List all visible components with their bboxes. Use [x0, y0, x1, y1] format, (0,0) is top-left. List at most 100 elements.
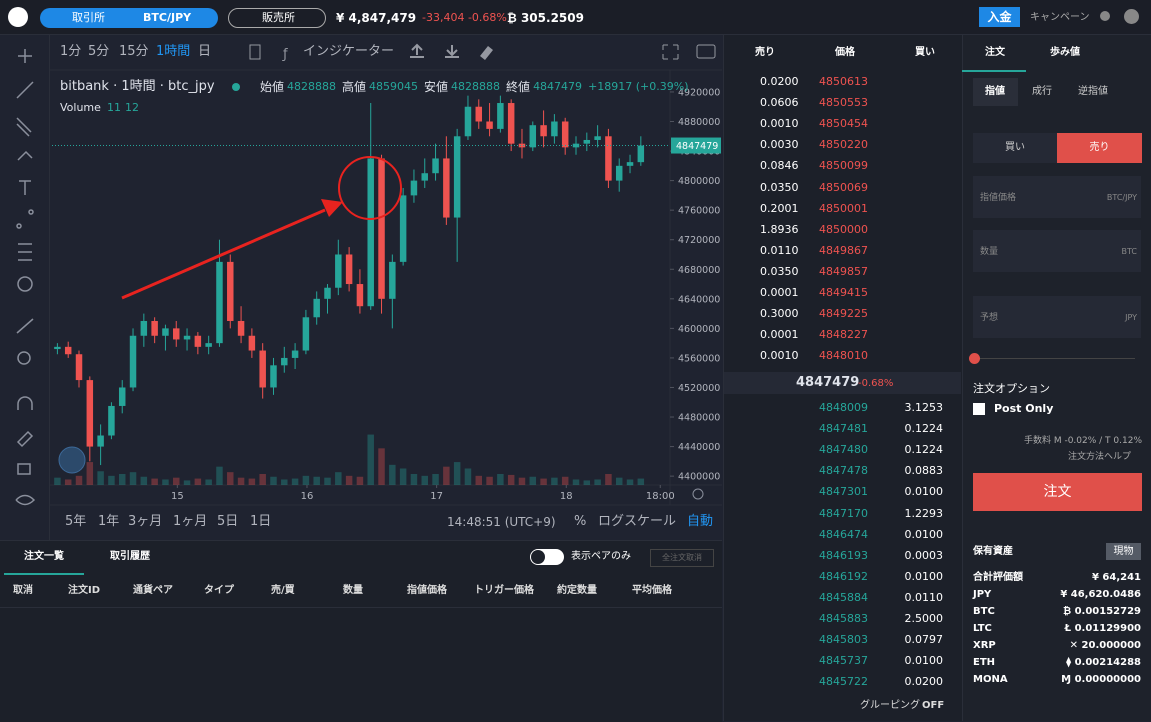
interval-button[interactable]: 1分: [60, 44, 82, 59]
ohlc-legend: 始値 4828888 高値 4859045 安値 4828888 終値 4847479 +189…: [260, 79, 689, 95]
asset-value: ¥ 46,620.0486: [1060, 589, 1141, 600]
orders-panel: [0, 540, 722, 722]
candle-body: [518, 143, 526, 148]
x-tick-label: 16: [301, 491, 314, 502]
chart-title: bitbank · 1時間 · btc_jpy: [60, 79, 215, 94]
bid-price: 4847481: [819, 422, 868, 436]
post-only-label[interactable]: Post Only: [994, 402, 1054, 415]
range-button[interactable]: 1ヶ月: [173, 514, 208, 529]
ask-size: 0.0010: [760, 349, 799, 363]
auto-toggle[interactable]: 自動: [687, 514, 714, 529]
logo[interactable]: [8, 7, 28, 27]
volume-bar: [389, 464, 396, 485]
bid-price: 4846474: [819, 527, 868, 541]
candle-body: [464, 106, 472, 137]
volume-bar: [64, 479, 72, 485]
deposit-button[interactable]: 入金: [979, 7, 1020, 27]
submit-button[interactable]: 注文: [973, 473, 1142, 511]
panel-tab[interactable]: 歩み値: [1050, 47, 1080, 58]
y-tick-label: 4640000: [678, 294, 720, 305]
range-button[interactable]: 1年: [98, 514, 120, 529]
candle-body: [129, 335, 137, 388]
candle-body: [356, 284, 364, 307]
sell-button[interactable]: 売り: [1057, 133, 1142, 163]
bid-price: 4845722: [819, 675, 868, 689]
store-pill[interactable]: [228, 8, 326, 28]
range-button[interactable]: 5年: [65, 514, 87, 529]
post-only-checkbox[interactable]: [973, 403, 985, 415]
candle-body: [389, 261, 396, 299]
exchange-pill[interactable]: [40, 8, 218, 28]
percent-toggle[interactable]: %: [574, 514, 587, 529]
ask-size: 0.0001: [760, 328, 799, 342]
interval-button[interactable]: 日: [198, 44, 212, 59]
pair-toggle-knob[interactable]: [531, 550, 545, 564]
volume-label: Volume: [60, 101, 101, 114]
y-tick-label: 4680000: [678, 265, 720, 276]
range-button[interactable]: 3ヶ月: [128, 514, 163, 529]
campaign-link[interactable]: キャンペーン: [1030, 12, 1090, 23]
bid-size: 0.0200: [904, 675, 944, 689]
pair[interactable]: BTC/JPY: [143, 11, 192, 24]
orders-column: 取消: [13, 585, 33, 596]
bid-price: 4845883: [819, 612, 868, 625]
header-btc: ₿ 305.2509: [507, 11, 584, 25]
volume-bar: [475, 475, 483, 485]
input-box[interactable]: [973, 176, 1141, 218]
help-icon[interactable]: [1124, 9, 1139, 24]
input-box[interactable]: [973, 296, 1141, 338]
log-toggle[interactable]: ログスケール: [598, 514, 677, 529]
volume-bar: [443, 466, 450, 485]
user-icon[interactable]: [1100, 11, 1110, 21]
volume-bar: [572, 479, 580, 485]
input-box[interactable]: [973, 230, 1141, 272]
candle-body: [453, 136, 461, 218]
bid-price: 4846193: [819, 548, 868, 562]
orders-column: 約定数量: [557, 585, 597, 596]
asset-name: BTC: [973, 606, 995, 617]
range-button[interactable]: 5日: [217, 514, 239, 529]
store-tab[interactable]: 販売所: [262, 11, 295, 24]
order-type-tab[interactable]: 逆指値: [1078, 86, 1108, 97]
exchange-tab[interactable]: 取引所: [72, 11, 105, 24]
settings-icon[interactable]: [692, 488, 704, 500]
ob-header: 買い: [915, 47, 935, 58]
bid-size: 0.0100: [904, 569, 944, 583]
order-type-tab[interactable]: 成行: [1032, 86, 1052, 97]
ohlc-value: 4847479: [533, 80, 583, 93]
volume-bar: [108, 475, 115, 485]
volume-bar: [464, 468, 472, 485]
buy-button[interactable]: 買い: [973, 133, 1057, 163]
orders-tab[interactable]: 注文一覧: [24, 551, 64, 562]
grouping-label[interactable]: グルーピング: [860, 700, 920, 711]
interval-button[interactable]: 15分: [119, 44, 149, 59]
bid-size: 0.1224: [904, 422, 944, 436]
cancel-all-button[interactable]: 全注文取消: [650, 549, 714, 567]
ob-last-price: 4847479: [796, 375, 860, 390]
slider-knob[interactable]: [969, 353, 980, 364]
candle-body: [248, 335, 256, 351]
candle-body: [594, 136, 601, 140]
slider-track[interactable]: [975, 358, 1135, 359]
interval-button[interactable]: 5分: [88, 44, 110, 59]
input-unit: BTC: [1121, 247, 1138, 256]
order-type-tab[interactable]: 指値: [985, 86, 1005, 97]
tv-logo[interactable]: [58, 446, 86, 474]
volume-bar: [162, 479, 169, 485]
interval-button[interactable]: 1時間: [156, 44, 191, 59]
drawing-tools[interactable]: [15, 49, 36, 506]
panel-tab[interactable]: 注文: [985, 47, 1005, 58]
candle-body: [529, 125, 537, 148]
range-button[interactable]: 1日: [250, 514, 272, 529]
indicator-button[interactable]: インジケーター: [303, 44, 395, 59]
orders-tab[interactable]: 取引履歴: [110, 551, 150, 562]
assets-mode[interactable]: 現物: [1106, 543, 1141, 560]
input-label: 予想: [980, 313, 999, 323]
pair-only-label[interactable]: 表示ペアのみ: [571, 551, 631, 562]
bid-size: 3.1253: [904, 401, 944, 414]
bid-size: 0.0883: [904, 464, 944, 478]
bid-size: 0.0003: [904, 548, 944, 562]
chart-toolbar-icons[interactable]: ƒ: [249, 43, 716, 62]
grouping-value[interactable]: OFF: [922, 700, 945, 711]
help-link[interactable]: 注文方法ヘルプ: [1067, 452, 1131, 462]
